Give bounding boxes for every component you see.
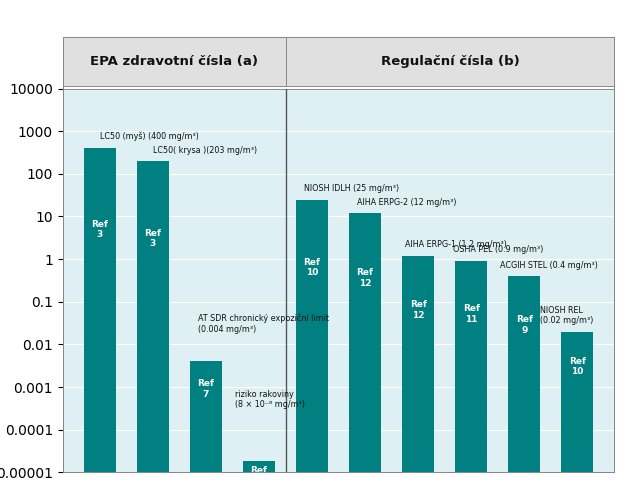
Text: ACGIH STEL (0.4 mg/m³): ACGIH STEL (0.4 mg/m³) bbox=[500, 261, 598, 270]
Text: AT SDR chronický expoziční limit
(0.004 mg/m³): AT SDR chronický expoziční limit (0.004 … bbox=[198, 313, 329, 334]
Text: Ref
7: Ref 7 bbox=[198, 379, 214, 399]
Text: Ref
10: Ref 10 bbox=[303, 258, 320, 277]
Text: Ref
6: Ref 6 bbox=[251, 466, 268, 485]
Text: AIHA ERPG-2 (12 mg/m³): AIHA ERPG-2 (12 mg/m³) bbox=[357, 198, 456, 207]
Bar bbox=[84, 148, 116, 472]
Text: riziko rakoviny
(8 × 10⁻⁶ mg/m³): riziko rakoviny (8 × 10⁻⁶ mg/m³) bbox=[235, 390, 305, 409]
Bar bbox=[296, 200, 328, 472]
Text: Ref
12: Ref 12 bbox=[409, 300, 426, 320]
Text: Ref
12: Ref 12 bbox=[357, 268, 374, 288]
Bar bbox=[455, 261, 487, 472]
Bar bbox=[190, 361, 222, 472]
Text: OSHA PEL (0.9 mg/m³): OSHA PEL (0.9 mg/m³) bbox=[453, 245, 543, 254]
Bar bbox=[403, 256, 434, 472]
Bar bbox=[243, 461, 275, 472]
Bar bbox=[508, 276, 540, 472]
Text: LC50( krysa )(203 mg/m³): LC50( krysa )(203 mg/m³) bbox=[153, 146, 257, 155]
Text: Regulační čísla (b): Regulační čísla (b) bbox=[381, 55, 519, 68]
Text: NIOSH REL
(0.02 mg/m³): NIOSH REL (0.02 mg/m³) bbox=[540, 306, 594, 325]
Text: AIHA ERPG-1 (1.2 mg/m³): AIHA ERPG-1 (1.2 mg/m³) bbox=[405, 240, 507, 249]
Bar bbox=[349, 213, 381, 472]
Text: Ref
3: Ref 3 bbox=[144, 229, 161, 248]
Bar bbox=[137, 161, 169, 472]
Text: LC50 (myš) (400 mg/m³): LC50 (myš) (400 mg/m³) bbox=[100, 131, 199, 141]
Text: Ref
11: Ref 11 bbox=[463, 304, 480, 324]
Text: Ref
10: Ref 10 bbox=[569, 357, 586, 376]
Text: Ref
9: Ref 9 bbox=[516, 315, 533, 335]
Text: EPA zdravotní čísla (a): EPA zdravotní čísla (a) bbox=[90, 55, 258, 68]
Bar bbox=[561, 332, 593, 472]
Text: Ref
3: Ref 3 bbox=[92, 219, 108, 239]
Text: NIOSH IDLH (25 mg/m³): NIOSH IDLH (25 mg/m³) bbox=[304, 184, 399, 193]
